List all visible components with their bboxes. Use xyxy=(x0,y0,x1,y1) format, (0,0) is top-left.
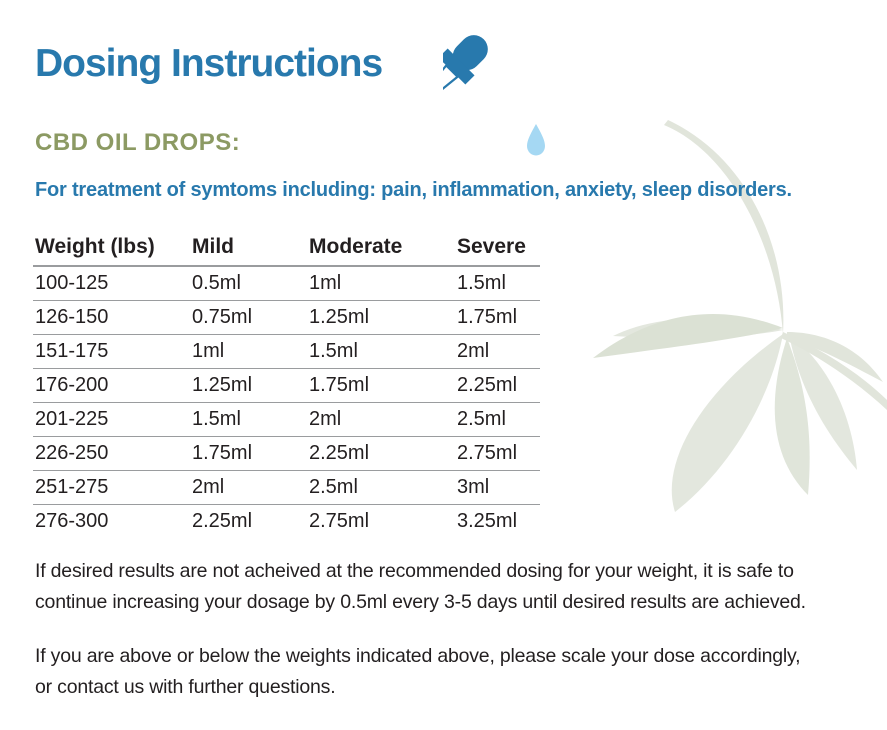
cell-weight: 126-150 xyxy=(33,300,190,335)
cell-mild: 2ml xyxy=(190,470,307,505)
cell-mild: 0.5ml xyxy=(190,266,307,301)
table-row: 226-250 1.75ml 2.25ml 2.75ml xyxy=(33,436,540,471)
table-row: 126-150 0.75ml 1.25ml 1.75ml xyxy=(33,300,540,335)
cell-moderate: 1.5ml xyxy=(307,334,455,369)
droplet-icon xyxy=(527,124,545,156)
page-title: Dosing Instructions xyxy=(35,42,383,85)
cell-moderate: 2.75ml xyxy=(309,509,370,532)
cell-mild: 1ml xyxy=(190,334,307,369)
cell-weight: 276-300 xyxy=(35,509,109,532)
cell-weight: 151-175 xyxy=(33,334,190,369)
cell-weight: 176-200 xyxy=(33,368,190,403)
cell-severe: 1.75ml xyxy=(455,300,540,335)
note-weight-scaling: If you are above or below the weights in… xyxy=(35,645,801,698)
note-dosage-increase: If desired results are not acheived at t… xyxy=(35,560,806,613)
cell-moderate: 1ml xyxy=(307,266,455,301)
col-header-moderate: Moderate xyxy=(307,229,455,267)
cell-moderate: 2ml xyxy=(307,402,455,437)
cell-moderate: 1.25ml xyxy=(307,300,455,335)
dropper-tube xyxy=(443,64,459,113)
dropper-bulb xyxy=(452,35,488,71)
table-row: 201-225 1.5ml 2ml 2.5ml xyxy=(33,402,540,437)
table-row: 151-175 1ml 1.5ml 2ml xyxy=(33,334,540,369)
table-row: 176-200 1.25ml 1.75ml 2.25ml xyxy=(33,368,540,403)
col-header-severe: Severe xyxy=(455,229,540,267)
cell-severe: 1.5ml xyxy=(455,266,540,301)
cell-severe: 2ml xyxy=(455,334,540,369)
cell-severe: 3ml xyxy=(455,470,540,505)
section-label: CBD OIL DROPS: xyxy=(35,129,241,156)
cell-weight: 201-225 xyxy=(33,402,190,437)
leaf-icon xyxy=(593,120,887,512)
dropper-collar xyxy=(443,48,475,85)
cell-mild: 1.75ml xyxy=(190,436,307,471)
cell-moderate: 1.75ml xyxy=(307,368,455,403)
treatment-subtitle: For treatment of symtoms including: pain… xyxy=(35,179,792,201)
cell-moderate: 2.5ml xyxy=(307,470,455,505)
table-row: 276-300 2.25ml 2.75ml 3.25ml xyxy=(33,504,540,538)
cell-severe: 2.5ml xyxy=(455,402,540,437)
col-header-mild: Mild xyxy=(190,229,307,267)
cell-moderate: 2.25ml xyxy=(307,436,455,471)
cell-weight: 100-125 xyxy=(33,266,190,301)
eyedropper-icon xyxy=(443,35,545,156)
cell-severe: 2.75ml xyxy=(455,436,540,471)
cell-mild: 1.5ml xyxy=(190,402,307,437)
cell-mild: 0.75ml xyxy=(190,300,307,335)
cell-severe: 3.25ml xyxy=(457,509,518,532)
table-row: 100-125 0.5ml 1ml 1.5ml xyxy=(33,266,540,301)
cell-weight: 251-275 xyxy=(33,470,190,505)
cell-severe: 2.25ml xyxy=(455,368,540,403)
cell-mild: 1.25ml xyxy=(190,368,307,403)
col-header-weight: Weight (lbs) xyxy=(33,229,190,267)
dosing-table: Weight (lbs) Mild Moderate Severe 100-12… xyxy=(33,229,540,538)
cell-mild: 2.25ml xyxy=(192,509,253,532)
cell-weight: 226-250 xyxy=(33,436,190,471)
table-row: 251-275 2ml 2.5ml 3ml xyxy=(33,470,540,505)
table-header-row: Weight (lbs) Mild Moderate Severe xyxy=(33,229,540,267)
